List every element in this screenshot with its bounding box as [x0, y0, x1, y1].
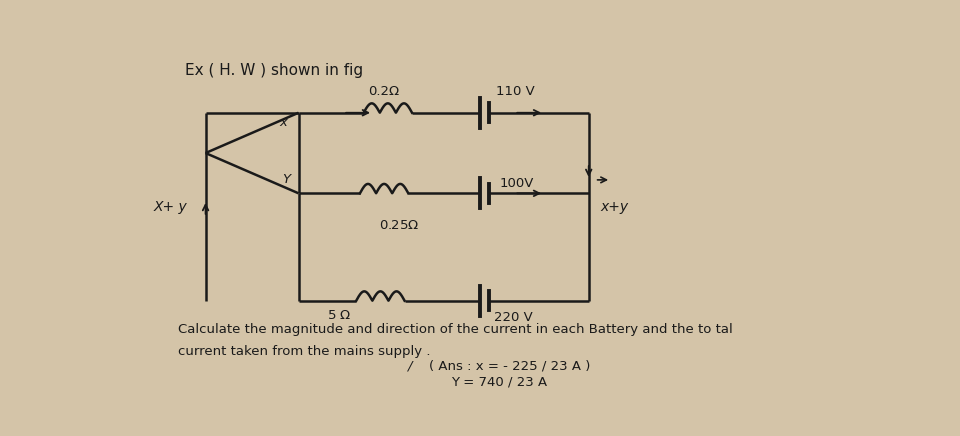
Text: Ex ( H. W ) shown in fig: Ex ( H. W ) shown in fig: [185, 63, 364, 78]
Text: ( Ans : x = - 225 / 23 A ): ( Ans : x = - 225 / 23 A ): [429, 360, 590, 373]
Text: 220 V: 220 V: [494, 311, 533, 324]
Text: current taken from the mains supply .: current taken from the mains supply .: [178, 344, 430, 358]
Text: x+y: x+y: [601, 200, 629, 214]
Text: 5 $\Omega$: 5 $\Omega$: [327, 310, 351, 322]
Text: Y: Y: [282, 174, 290, 187]
Text: /: /: [408, 360, 413, 373]
Text: 100V: 100V: [499, 177, 534, 191]
Text: 110 V: 110 V: [495, 85, 535, 98]
Text: Y = 740 / 23 A: Y = 740 / 23 A: [451, 375, 547, 388]
Text: X+ y: X+ y: [154, 200, 187, 214]
Text: 0.2Ω: 0.2Ω: [369, 85, 399, 98]
Text: Calculate the magnitude and direction of the current in each Battery and the to : Calculate the magnitude and direction of…: [178, 323, 732, 336]
Text: x: x: [279, 116, 288, 129]
Text: 0.25$\Omega$: 0.25$\Omega$: [379, 219, 420, 232]
